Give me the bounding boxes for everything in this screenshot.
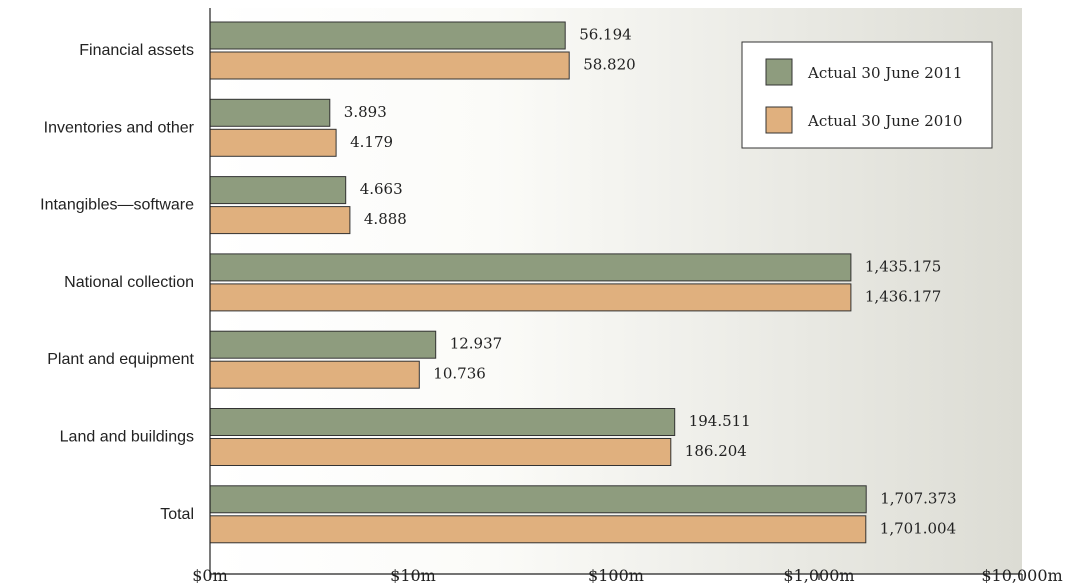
data-label: 1,436.177 [865, 287, 941, 305]
x-tick-label: $1,000m [783, 566, 854, 583]
data-label: 58.820 [583, 56, 636, 74]
category-label: Total [160, 506, 194, 523]
category-label: Financial assets [79, 42, 194, 59]
x-tick-label: $10m [390, 566, 436, 583]
bar-series-1 [209, 408, 676, 436]
data-label: 4.888 [364, 210, 407, 228]
bar-series-2 [209, 51, 570, 80]
legend: Actual 30 June 2011 Actual 30 June 2010 [741, 41, 993, 149]
category-label: Intangibles—software [40, 197, 194, 214]
data-label: 56.194 [579, 26, 632, 44]
x-tick-label: $100m [588, 566, 644, 583]
bars-layer [209, 21, 867, 544]
data-label: 4.179 [350, 133, 393, 151]
bar-series-2 [209, 206, 351, 235]
data-label: 186.204 [685, 442, 747, 460]
bar-series-1 [209, 176, 347, 205]
x-axis-ticks: $0m $10m $100m $1,000m $10,000m [192, 566, 1062, 583]
data-label: 12.937 [450, 335, 503, 353]
data-label: 4.663 [360, 180, 403, 198]
bar-series-2 [209, 515, 867, 544]
legend-swatch-series-1 [765, 58, 793, 86]
bar-series-2 [209, 360, 420, 389]
data-label: 1,435.175 [865, 257, 941, 275]
bar-series-2 [209, 283, 852, 312]
data-label: 194.511 [689, 412, 751, 430]
x-tick-label: $10,000m [981, 566, 1062, 583]
bar-series-1 [209, 253, 852, 282]
bar-series-1 [209, 21, 566, 50]
data-label: 3.893 [344, 103, 387, 121]
category-label: Land and buildings [60, 429, 194, 446]
category-label: Inventories and other [44, 119, 195, 136]
data-label: 1,707.373 [880, 489, 956, 507]
category-label: Plant and equipment [47, 351, 194, 368]
bar-series-2 [209, 438, 672, 466]
x-tick-label: $0m [192, 566, 228, 583]
bar-series-1 [209, 98, 331, 127]
legend-label-series-2: Actual 30 June 2010 [807, 112, 962, 130]
bar-series-1 [209, 485, 867, 514]
legend-label-series-1: Actual 30 June 2011 [807, 64, 962, 82]
bar-series-2 [209, 128, 337, 157]
labels-layer: Financial assets 56.194 58.820 Inventories … [40, 26, 956, 538]
bar-series-1 [209, 330, 437, 359]
data-label: 10.736 [433, 365, 486, 383]
category-label: National collection [64, 274, 194, 291]
data-label: 1,701.004 [880, 519, 956, 537]
legend-swatch-series-2 [765, 106, 793, 134]
